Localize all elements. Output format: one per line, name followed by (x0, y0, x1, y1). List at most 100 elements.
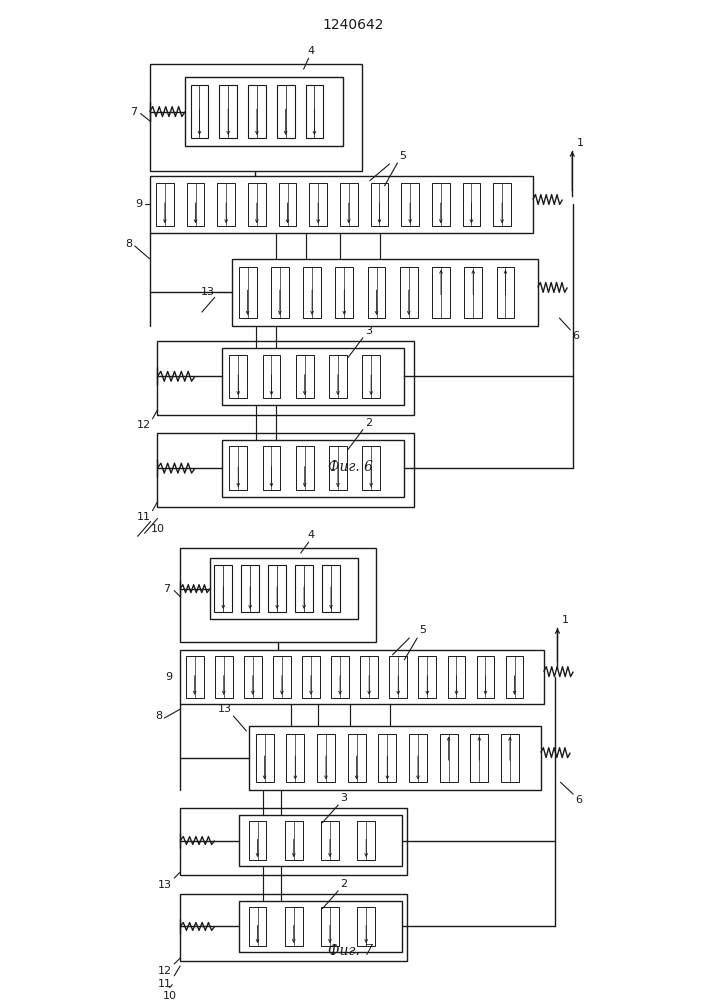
Bar (448, 656, 465, 698)
Bar (286, 734, 304, 782)
Text: 13: 13 (158, 880, 173, 890)
Bar (317, 734, 335, 782)
Bar (244, 656, 262, 698)
Bar (296, 355, 314, 398)
Bar (271, 267, 288, 318)
Bar (321, 907, 339, 946)
Text: 6: 6 (575, 795, 583, 805)
Text: 9: 9 (136, 199, 143, 209)
Bar (241, 565, 259, 612)
Bar (470, 734, 489, 782)
Bar (348, 734, 366, 782)
Bar (329, 446, 347, 490)
Text: 1: 1 (561, 615, 568, 625)
Bar (335, 267, 354, 318)
Bar (378, 734, 396, 782)
Bar (215, 656, 233, 698)
Bar (506, 656, 523, 698)
Bar (240, 815, 402, 866)
Bar (250, 726, 541, 790)
Bar (370, 183, 388, 226)
Bar (464, 267, 482, 318)
Text: 6: 6 (572, 331, 579, 341)
Bar (440, 734, 457, 782)
Bar (262, 446, 281, 490)
Bar (362, 446, 380, 490)
Text: 4: 4 (307, 46, 314, 56)
Text: 11: 11 (136, 512, 151, 522)
Bar (493, 183, 511, 226)
Bar (229, 446, 247, 490)
Bar (501, 734, 519, 782)
Bar (362, 355, 380, 398)
Bar (229, 355, 247, 398)
Text: 10: 10 (151, 524, 165, 534)
Bar (191, 85, 209, 138)
Bar (322, 565, 340, 612)
Bar (150, 176, 533, 233)
Bar (276, 85, 295, 138)
Bar (329, 355, 347, 398)
Bar (231, 259, 538, 326)
Bar (248, 183, 266, 226)
Bar (180, 808, 407, 875)
Text: 7: 7 (131, 107, 138, 117)
Bar (409, 734, 427, 782)
Text: 5: 5 (399, 151, 407, 161)
Bar (285, 907, 303, 946)
Bar (210, 558, 358, 619)
Bar (256, 734, 274, 782)
Bar (402, 183, 419, 226)
Text: 1: 1 (577, 138, 584, 148)
Text: 12: 12 (158, 966, 173, 976)
Bar (357, 821, 375, 860)
Bar (390, 656, 407, 698)
Text: 3: 3 (340, 793, 347, 803)
Bar (180, 650, 544, 704)
Bar (432, 183, 450, 226)
Bar (180, 894, 407, 961)
Bar (262, 355, 281, 398)
Bar (305, 85, 323, 138)
Bar (239, 267, 257, 318)
Bar (273, 656, 291, 698)
Bar (361, 656, 378, 698)
Bar (331, 656, 349, 698)
Bar (321, 821, 339, 860)
Text: 2: 2 (340, 879, 347, 889)
Bar (309, 183, 327, 226)
Bar (158, 433, 414, 507)
Bar (296, 565, 313, 612)
Text: 7: 7 (163, 584, 170, 594)
Text: 11: 11 (158, 979, 173, 989)
Bar (217, 183, 235, 226)
Bar (432, 267, 450, 318)
Text: 1240642: 1240642 (322, 18, 384, 32)
Bar (249, 907, 267, 946)
Bar (279, 183, 296, 226)
Text: Фиг. 7: Фиг. 7 (327, 944, 373, 958)
Bar (285, 821, 303, 860)
Text: 13: 13 (201, 287, 215, 297)
Bar (340, 183, 358, 226)
Bar (419, 656, 436, 698)
Text: 8: 8 (156, 711, 163, 721)
Text: 12: 12 (136, 420, 151, 430)
Bar (303, 267, 321, 318)
Text: 3: 3 (365, 326, 372, 336)
Bar (221, 348, 404, 405)
Bar (462, 183, 480, 226)
Bar (302, 656, 320, 698)
Bar (219, 85, 237, 138)
Bar (496, 267, 515, 318)
Bar (296, 446, 314, 490)
Text: 2: 2 (365, 418, 372, 428)
Bar (477, 656, 494, 698)
Bar (268, 565, 286, 612)
Bar (156, 183, 174, 226)
Bar (240, 901, 402, 952)
Bar (158, 341, 414, 415)
Bar (214, 565, 232, 612)
Text: 10: 10 (163, 991, 177, 1000)
Bar (400, 267, 418, 318)
